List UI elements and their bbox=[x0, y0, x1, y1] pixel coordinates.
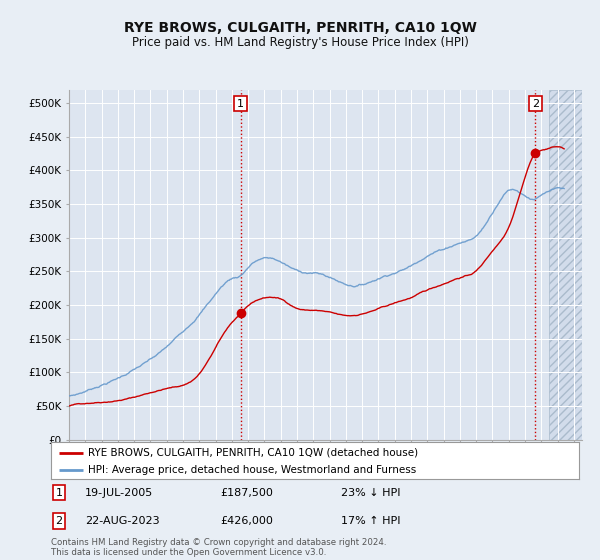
Text: 1: 1 bbox=[237, 99, 244, 109]
Text: 22-AUG-2023: 22-AUG-2023 bbox=[85, 516, 160, 526]
Text: 17% ↑ HPI: 17% ↑ HPI bbox=[341, 516, 401, 526]
Text: 1: 1 bbox=[55, 488, 62, 498]
Text: £426,000: £426,000 bbox=[220, 516, 273, 526]
Text: Price paid vs. HM Land Registry's House Price Index (HPI): Price paid vs. HM Land Registry's House … bbox=[131, 36, 469, 49]
Text: 2: 2 bbox=[55, 516, 62, 526]
Text: 19-JUL-2005: 19-JUL-2005 bbox=[85, 488, 154, 498]
Text: 2: 2 bbox=[532, 99, 539, 109]
Text: £187,500: £187,500 bbox=[220, 488, 273, 498]
Text: 23% ↓ HPI: 23% ↓ HPI bbox=[341, 488, 401, 498]
Text: Contains HM Land Registry data © Crown copyright and database right 2024.
This d: Contains HM Land Registry data © Crown c… bbox=[51, 538, 386, 557]
Text: RYE BROWS, CULGAITH, PENRITH, CA10 1QW: RYE BROWS, CULGAITH, PENRITH, CA10 1QW bbox=[124, 21, 476, 35]
Bar bbox=[550, 90, 582, 440]
Text: HPI: Average price, detached house, Westmorland and Furness: HPI: Average price, detached house, West… bbox=[88, 465, 416, 475]
Bar bbox=[550, 90, 582, 440]
Text: RYE BROWS, CULGAITH, PENRITH, CA10 1QW (detached house): RYE BROWS, CULGAITH, PENRITH, CA10 1QW (… bbox=[88, 447, 418, 458]
